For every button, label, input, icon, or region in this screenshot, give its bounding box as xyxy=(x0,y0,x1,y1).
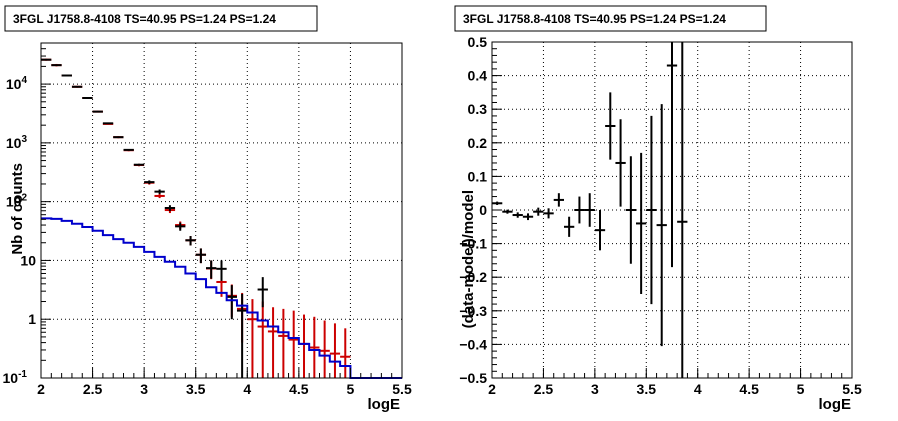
x-axis-label: logE xyxy=(819,396,852,413)
x-tick-label: 4 xyxy=(243,381,251,397)
y-tick-label: 10 xyxy=(20,252,36,268)
model-histogram-line xyxy=(41,217,402,379)
x-tick-label: 2.5 xyxy=(83,381,103,397)
y-axis-label: Nb of counts xyxy=(9,163,26,255)
y-tick-label: 0.2 xyxy=(468,135,488,151)
y-tick-label: −0.4 xyxy=(459,336,487,352)
x-tick-label: 4.5 xyxy=(739,381,759,397)
x-tick-label: 2 xyxy=(37,381,45,397)
x-axis-label: logE xyxy=(368,396,401,413)
chart-title-box xyxy=(4,5,318,32)
x-tick-label: 5.5 xyxy=(392,381,412,397)
y-tick-label: −0.5 xyxy=(459,370,487,386)
y-tick-label: 10-1 xyxy=(3,369,28,386)
y-tick-label: 0.3 xyxy=(468,101,488,117)
y-tick-label: 0.1 xyxy=(468,168,488,184)
x-tick-label: 2.5 xyxy=(534,381,554,397)
y-tick-label: 0.4 xyxy=(468,68,488,84)
y-tick-label: 102 xyxy=(6,193,28,210)
x-tick-label: 5.5 xyxy=(842,381,862,397)
y-tick-label: 0.5 xyxy=(468,34,488,50)
y-tick-label: 103 xyxy=(6,134,28,151)
y-tick-label: −0.1 xyxy=(459,236,487,252)
x-tick-label: 3.5 xyxy=(637,381,657,397)
counts-chart: 3FGL J1758.8-4108 TS=40.95 PS=1.24 PS=1.… xyxy=(3,5,412,413)
y-tick-label: −0.2 xyxy=(459,269,487,285)
y-tick-label: 0 xyxy=(479,202,487,218)
chart-title: 3FGL J1758.8-4108 TS=40.95 PS=1.24 PS=1.… xyxy=(463,12,726,26)
x-tick-label: 2 xyxy=(488,381,496,397)
chart-title: 3FGL J1758.8-4108 TS=40.95 PS=1.24 PS=1.… xyxy=(13,12,276,26)
chart-title-box xyxy=(454,5,767,32)
x-tick-label: 4.5 xyxy=(289,381,309,397)
y-tick-label: 104 xyxy=(6,75,28,92)
plot-frame xyxy=(40,42,403,379)
x-tick-label: 3 xyxy=(140,381,148,397)
y-axis-label: (data-model)/model xyxy=(460,190,477,328)
x-tick-label: 3 xyxy=(591,381,599,397)
x-tick-label: 5 xyxy=(797,381,805,397)
y-tick-label: −0.3 xyxy=(459,303,487,319)
y-tick-label: 1 xyxy=(28,311,36,327)
x-tick-label: 4 xyxy=(694,381,702,397)
x-tick-label: 5 xyxy=(347,381,355,397)
x-tick-label: 3.5 xyxy=(186,381,206,397)
residuals-chart: 3FGL J1758.8-4108 TS=40.95 PS=1.24 PS=1.… xyxy=(454,5,862,413)
